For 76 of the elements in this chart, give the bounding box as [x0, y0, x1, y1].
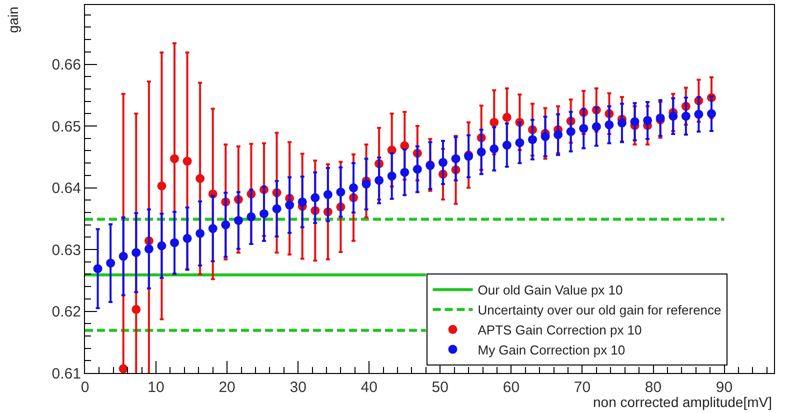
point — [298, 197, 307, 206]
point — [349, 183, 358, 192]
point — [362, 180, 371, 189]
x-tick-label: 90 — [716, 379, 733, 396]
legend-label: Our old Gain Value px 10 — [478, 282, 623, 298]
point — [694, 110, 704, 119]
point — [476, 147, 486, 156]
point — [490, 144, 499, 154]
point — [246, 212, 256, 222]
y-axis-title: gain — [5, 6, 21, 33]
point — [272, 204, 282, 214]
point — [221, 220, 230, 230]
x-tick-label: 10 — [148, 379, 164, 396]
x-tick-label: 40 — [360, 379, 378, 396]
legend-label: Uncertainty over our old gain for reference — [478, 302, 722, 318]
point — [132, 304, 141, 314]
point — [260, 209, 268, 218]
point — [706, 109, 716, 118]
point — [144, 244, 154, 254]
point — [93, 264, 102, 274]
point — [118, 364, 128, 373]
point — [438, 158, 448, 167]
point — [604, 120, 614, 130]
x-tick-label: 0 — [80, 379, 90, 396]
y-tick-label: 0.62 — [52, 304, 81, 321]
point — [132, 248, 141, 258]
point — [579, 124, 588, 133]
point — [566, 127, 576, 136]
y-tick-label: 0.63 — [52, 242, 81, 259]
legend-label: My Gain Correction px 10 — [478, 342, 626, 358]
point — [208, 224, 218, 234]
point — [170, 238, 179, 248]
point — [617, 118, 626, 128]
point — [502, 112, 512, 122]
legend-label: APTS Gain Correction px 10 — [478, 322, 642, 338]
point — [490, 118, 499, 127]
point — [310, 193, 320, 202]
point — [554, 130, 563, 140]
y-tick-label: 0.61 — [52, 365, 81, 382]
x-tick-label: 70 — [574, 379, 591, 396]
x-tick-label: 80 — [644, 379, 662, 396]
point — [412, 164, 422, 174]
point — [451, 154, 460, 164]
point — [515, 138, 524, 148]
point — [196, 228, 205, 238]
y-tick-label: 0.64 — [52, 180, 81, 198]
point — [374, 176, 384, 185]
point — [592, 122, 601, 132]
point — [681, 112, 690, 121]
point — [400, 168, 410, 177]
point — [540, 132, 550, 142]
point — [157, 241, 166, 250]
y-tick-label: 0.66 — [52, 56, 81, 74]
x-tick-label: 20 — [218, 379, 236, 396]
x-tick-label: 50 — [432, 379, 448, 396]
point — [643, 116, 652, 125]
point — [668, 112, 678, 121]
point — [182, 156, 192, 166]
x-axis-title: non corrected amplitude[mV] — [593, 394, 772, 410]
point — [196, 174, 205, 183]
point — [387, 172, 396, 181]
point — [106, 258, 116, 268]
point — [157, 181, 166, 190]
y-tick-label: 0.65 — [52, 118, 81, 136]
point — [182, 234, 192, 243]
point — [630, 117, 640, 126]
point — [528, 135, 537, 144]
point — [170, 154, 179, 164]
point — [502, 140, 512, 150]
point — [336, 188, 346, 197]
point — [323, 190, 332, 200]
point — [234, 216, 243, 225]
point — [118, 252, 128, 261]
x-tick-label: 30 — [290, 379, 306, 396]
x-tick-label: 60 — [502, 379, 520, 396]
point — [285, 200, 294, 210]
